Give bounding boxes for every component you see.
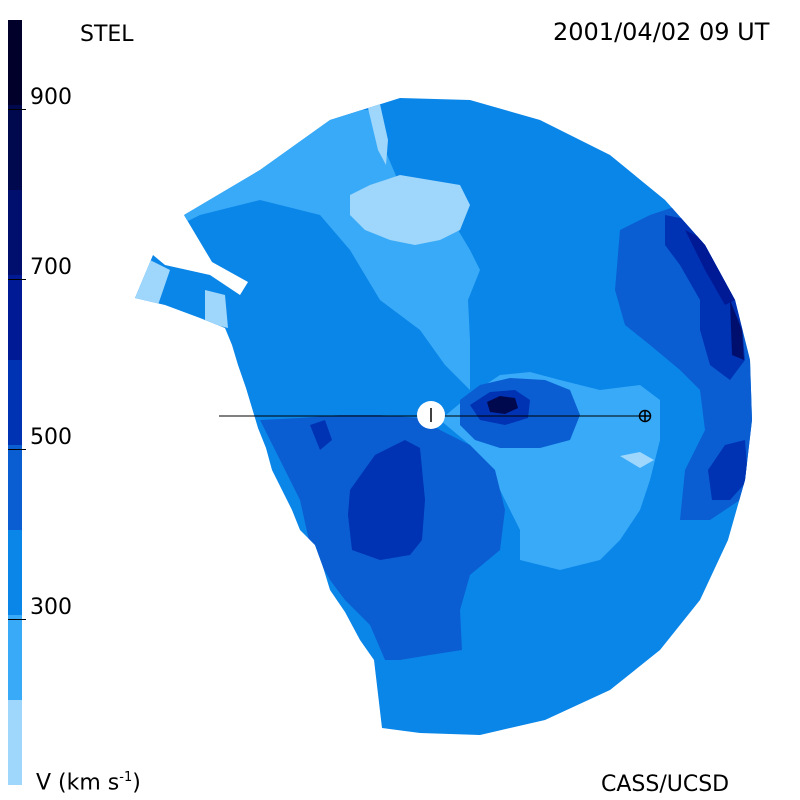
colorbar-segment-200 <box>8 615 22 700</box>
credit-label: CASS/UCSD <box>601 772 730 797</box>
contour-200-north <box>350 175 470 245</box>
colorbar-tick-500 <box>8 449 26 450</box>
unit-text: V (km s <box>36 770 120 796</box>
source-label: STEL <box>80 22 134 47</box>
colorbar-tick-label-900: 900 <box>30 85 72 110</box>
colorbar-segment-800 <box>8 105 22 190</box>
colorbar-segment-100 <box>8 700 22 785</box>
contour-900-center <box>487 396 518 414</box>
timestamp-label: 2001/04/02 09 UT <box>553 18 770 46</box>
colorbar-segment-400 <box>8 445 22 530</box>
colorbar-tick-300 <box>8 619 26 620</box>
colorbar-tick-label-500: 500 <box>30 425 72 450</box>
colorbar-tick-900 <box>8 109 26 110</box>
velocity-colorbar <box>8 20 22 785</box>
colorbar-unit-label: V (km s-1) <box>36 770 141 795</box>
colorbar-segment-600 <box>8 275 22 360</box>
contour-200-east-spot <box>620 452 654 468</box>
unit-close: ) <box>132 770 141 796</box>
contour-800-east <box>730 300 744 360</box>
colorbar-tick-label-300: 300 <box>30 595 72 620</box>
colorbar-tick-700 <box>8 279 26 280</box>
contour-600-east-lower <box>708 440 748 500</box>
contour-200-west-small <box>205 290 228 328</box>
colorbar-segment-500 <box>8 360 22 445</box>
colorbar-tick-label-700: 700 <box>30 255 72 280</box>
contour-700-east <box>685 230 735 305</box>
contour-600-small <box>310 420 332 450</box>
contour-200-west <box>135 260 170 305</box>
contour-600-south <box>348 440 425 560</box>
unit-exponent: -1 <box>119 770 133 785</box>
earth-symbol <box>638 409 652 423</box>
colorbar-segment-900 <box>8 20 22 105</box>
contour-200-streak <box>368 104 388 165</box>
colorbar-segment-300 <box>8 530 22 615</box>
contour-600-east <box>665 215 745 380</box>
colorbar-segment-700 <box>8 190 22 275</box>
